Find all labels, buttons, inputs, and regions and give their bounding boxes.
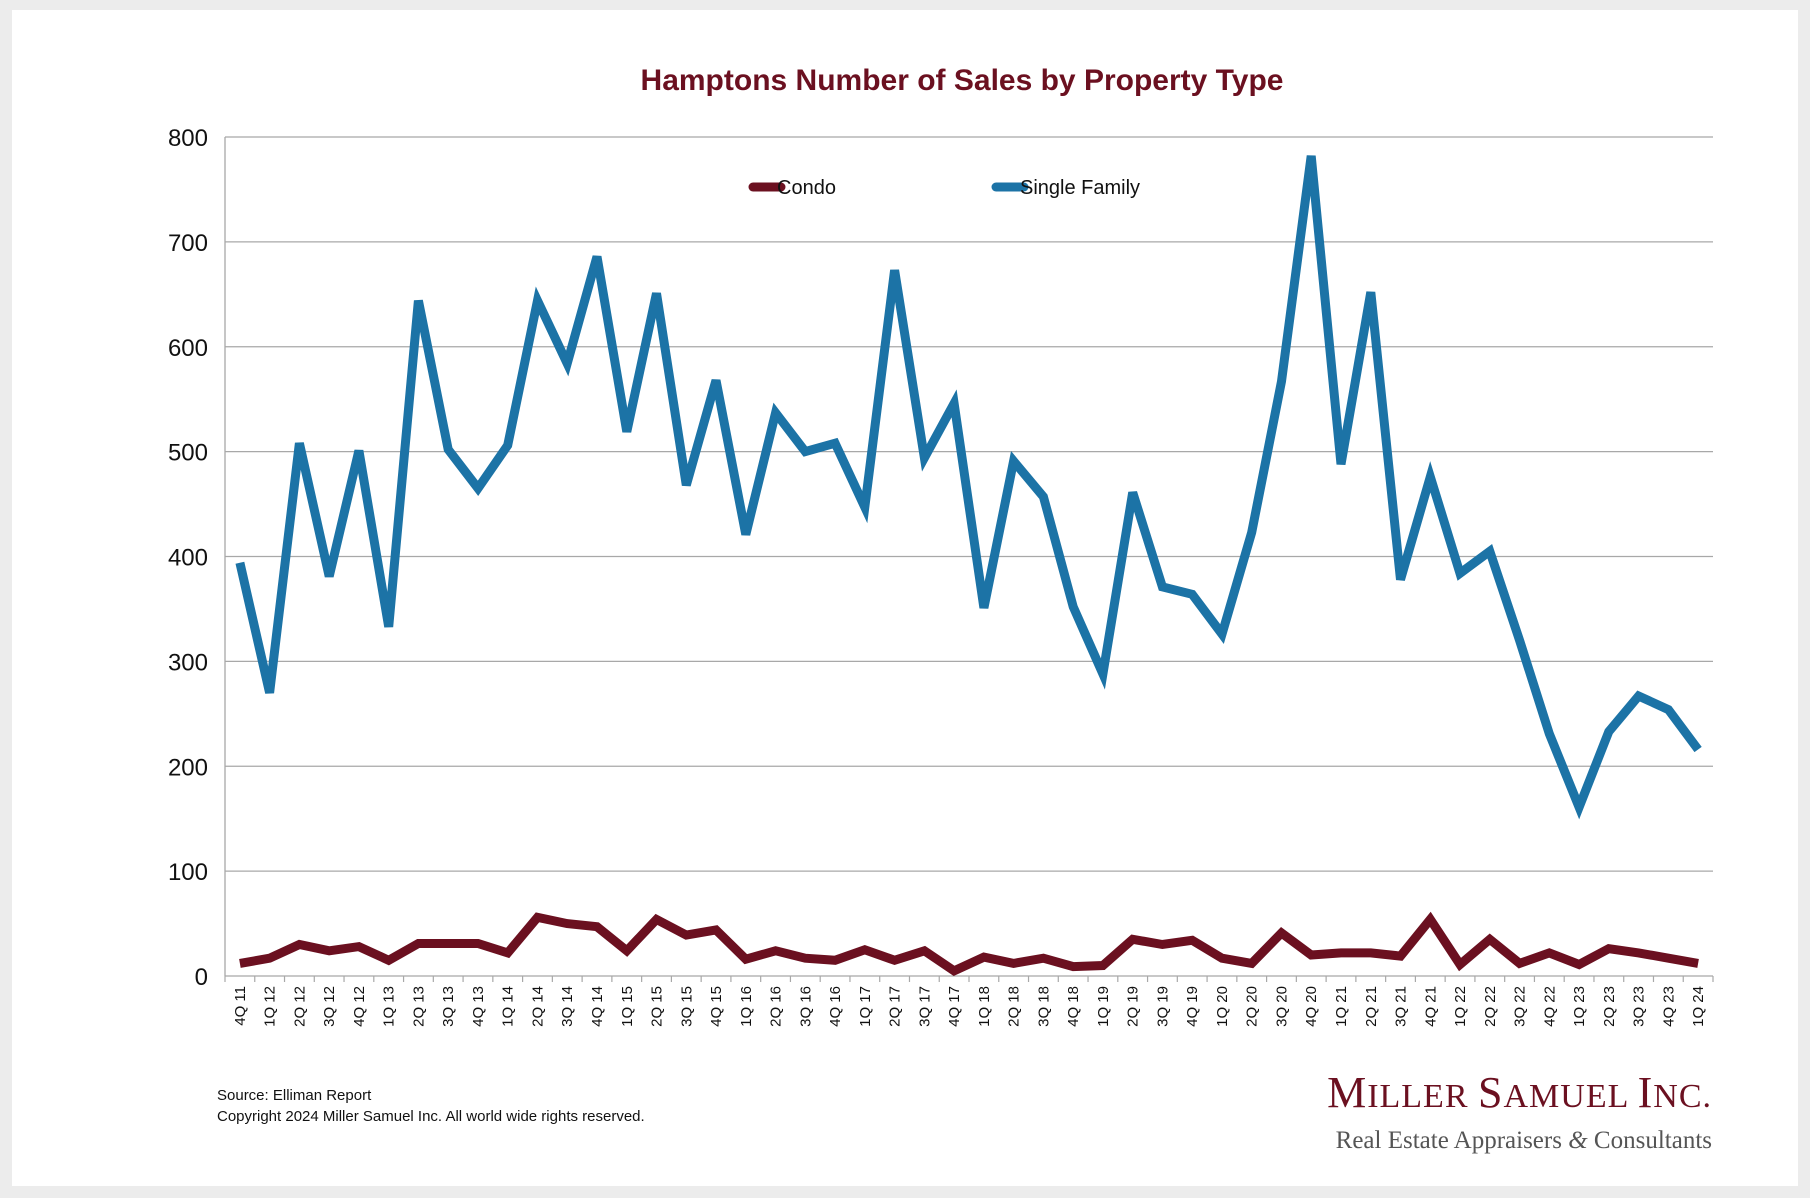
x-tick-label: 4Q 15	[708, 986, 725, 1027]
series-line-single-family	[235, 155, 1702, 820]
x-tick-label: 3Q 14	[559, 986, 576, 1027]
x-tick-label: 2Q 22	[1482, 986, 1499, 1027]
x-tick-label: 4Q 12	[351, 986, 368, 1027]
y-tick-label: 500	[168, 440, 208, 467]
y-tick-label: 800	[168, 125, 208, 152]
y-tick-label: 200	[168, 754, 208, 781]
x-tick-label: 3Q 13	[440, 986, 457, 1027]
x-tick-label: 2Q 19	[1125, 986, 1142, 1027]
x-tick-label: 2Q 15	[649, 986, 666, 1027]
x-tick-label: 1Q 20	[1214, 986, 1231, 1027]
x-tick-label: 3Q 23	[1631, 986, 1648, 1027]
legend: Condo Single Family	[748, 177, 1140, 199]
y-tick-label: 600	[168, 335, 208, 362]
x-tick-label: 3Q 21	[1393, 986, 1410, 1027]
x-tick-label: 4Q 21	[1422, 986, 1439, 1027]
x-tick-label: 2Q 12	[291, 986, 308, 1027]
y-tick-label: 700	[168, 230, 208, 257]
x-tick-label: 1Q 15	[619, 986, 636, 1027]
x-tick-label: 2Q 14	[529, 986, 546, 1027]
y-tick-label: 400	[168, 545, 208, 572]
source-note: Source: Elliman Report	[217, 1087, 372, 1104]
x-tick-label: 4Q 18	[1065, 986, 1082, 1027]
x-tick-label: 1Q 21	[1333, 986, 1350, 1027]
x-tick-label: 4Q 20	[1303, 986, 1320, 1027]
x-tick-label: 4Q 11	[232, 986, 249, 1026]
y-tick-label: 0	[195, 964, 208, 991]
series-lines	[235, 155, 1702, 976]
x-tick-label: 3Q 22	[1512, 986, 1529, 1027]
y-tick-label: 300	[168, 649, 208, 676]
x-tick-label: 1Q 12	[262, 986, 279, 1027]
x-tick-label: 1Q 24	[1690, 986, 1707, 1027]
y-tick-label: 100	[168, 859, 208, 886]
x-tick-label: 1Q 17	[857, 986, 874, 1027]
x-tick-label: 3Q 19	[1154, 986, 1171, 1027]
chart-title: Hamptons Number of Sales by Property Typ…	[641, 64, 1284, 97]
gridlines	[224, 136, 1713, 977]
x-tick-label: 4Q 14	[589, 986, 606, 1027]
x-tick-label: 1Q 13	[381, 986, 398, 1027]
x-tick-label: 1Q 14	[500, 986, 517, 1027]
brand-name: MILLER SAMUEL INC.	[1327, 1068, 1712, 1117]
x-tick-label: 2Q 20	[1244, 986, 1261, 1027]
x-tick-label: 1Q 18	[976, 986, 993, 1027]
x-tick-label: 2Q 17	[887, 986, 904, 1027]
x-tick-label: 3Q 15	[678, 986, 695, 1027]
x-tick-label: 3Q 18	[1035, 986, 1052, 1027]
x-tick-label: 4Q 17	[946, 986, 963, 1027]
x-tick-label: 1Q 22	[1452, 986, 1469, 1027]
chart: Hamptons Number of Sales by Property Typ…	[168, 64, 1714, 1154]
x-tick-label: 4Q 13	[470, 986, 487, 1027]
y-axis-ticks: 0 100 200 300 400 500 600 700 800	[168, 125, 208, 991]
x-tick-label: 2Q 16	[768, 986, 785, 1027]
copyright-note: Copyright 2024 Miller Samuel Inc. All wo…	[217, 1108, 645, 1125]
x-tick-label: 4Q 16	[827, 986, 844, 1027]
x-tick-label: 3Q 17	[916, 986, 933, 1027]
x-tick-label: 4Q 19	[1184, 986, 1201, 1027]
chart-frame: Hamptons Number of Sales by Property Typ…	[12, 10, 1798, 1186]
x-tick-label: 3Q 16	[797, 986, 814, 1027]
x-tick-label: 2Q 18	[1006, 986, 1023, 1027]
x-tick-label: 3Q 12	[321, 986, 338, 1027]
x-tick-label: 1Q 19	[1095, 986, 1112, 1027]
x-tick-label: 2Q 13	[410, 986, 427, 1027]
x-tick-label: 4Q 23	[1660, 986, 1677, 1027]
x-tick-label: 4Q 22	[1541, 986, 1558, 1027]
x-axis-ticks: 4Q 11 1Q 12 2Q 12 3Q 12 4Q 12 1Q 13 2Q 13 3Q 13…	[224, 976, 1714, 1027]
legend-condo-label: Condo	[777, 177, 836, 199]
x-tick-label: 1Q 16	[738, 986, 755, 1027]
x-tick-label: 1Q 23	[1571, 986, 1588, 1027]
brand-logo: MILLER SAMUEL INC. Real Estate Appraiser…	[1327, 1068, 1712, 1154]
x-tick-label: 2Q 23	[1601, 986, 1618, 1027]
series-line-condo	[239, 911, 1699, 976]
brand-tagline: Real Estate Appraisers & Consultants	[1336, 1127, 1712, 1154]
x-tick-label: 3Q 20	[1273, 986, 1290, 1027]
x-tick-label: 2Q 21	[1363, 986, 1380, 1027]
legend-single-family-label: Single Family	[1020, 177, 1140, 199]
